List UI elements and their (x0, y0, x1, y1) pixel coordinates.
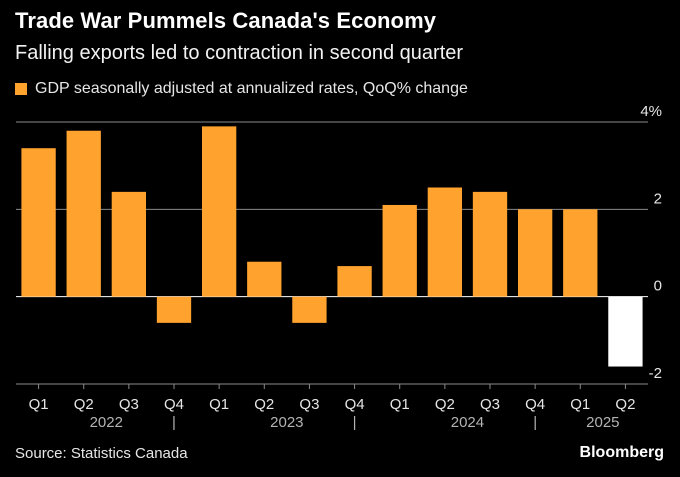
bar-2 (111, 191, 147, 297)
chart-subtitle: Falling exports led to contraction in se… (15, 42, 464, 64)
bar-9 (427, 187, 463, 297)
bar-4 (201, 126, 237, 297)
x-tick-label: Q2 (254, 396, 274, 413)
bar-8 (382, 204, 417, 297)
bar-3 (156, 296, 192, 323)
bar-13 (608, 296, 643, 367)
bar-6 (292, 296, 327, 323)
x-tick-label: Q1 (570, 396, 590, 413)
x-tick-label: Q2 (615, 396, 635, 413)
x-tick-label: Q2 (74, 396, 94, 413)
x-tick-label: Q1 (209, 396, 229, 413)
x-tick-label: Q4 (164, 396, 184, 413)
x-tick-label: Q1 (29, 396, 49, 413)
legend-label: GDP seasonally adjusted at annualized ra… (35, 80, 468, 97)
bar-0 (21, 148, 56, 297)
y-tick-label: -2 (649, 365, 662, 382)
bar-12 (563, 209, 598, 297)
y-tick-label: 0 (654, 278, 662, 295)
bar-1 (66, 130, 101, 297)
brand-logo: Bloomberg (579, 444, 664, 461)
year-separator: | (172, 414, 176, 431)
bar-5 (247, 261, 282, 297)
year-separator: | (353, 414, 357, 431)
bar-11 (517, 209, 553, 297)
bar-7 (337, 266, 372, 297)
x-tick-label: Q1 (390, 396, 410, 413)
bar-10 (472, 191, 508, 297)
year-label: 2025 (586, 414, 619, 431)
y-tick-label: 4% (640, 103, 662, 120)
y-tick-label: 2 (654, 190, 662, 207)
chart-title: Trade War Pummels Canada's Economy (15, 8, 437, 33)
x-tick-label: Q3 (480, 396, 500, 413)
x-tick-label: Q3 (299, 396, 319, 413)
year-label: 2023 (270, 414, 303, 431)
x-tick-label: Q4 (525, 396, 545, 413)
x-tick-label: Q2 (435, 396, 455, 413)
x-tick-label: Q3 (119, 396, 139, 413)
legend-swatch (15, 83, 27, 95)
source-note: Source: Statistics Canada (15, 445, 188, 462)
year-label: 2022 (90, 414, 123, 431)
x-tick-label: Q4 (345, 396, 365, 413)
year-label: 2024 (451, 414, 484, 431)
year-separator: | (533, 414, 537, 431)
legend: GDP seasonally adjusted at annualized ra… (15, 80, 468, 98)
